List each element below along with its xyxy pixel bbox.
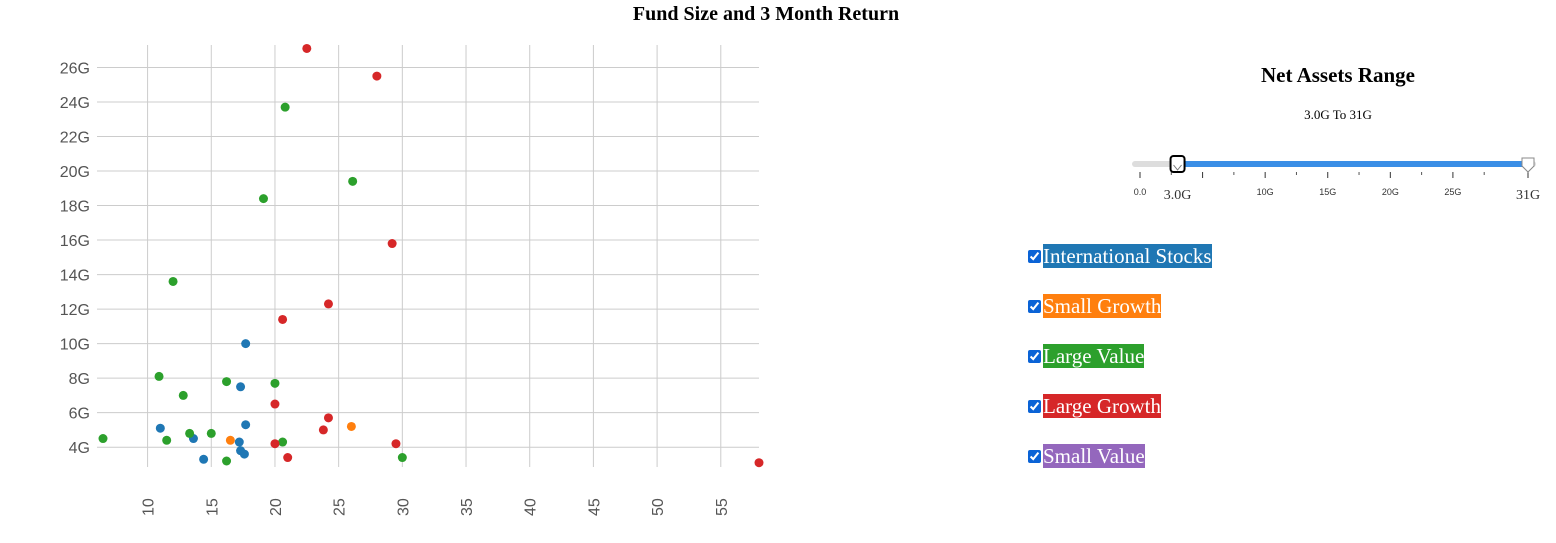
legend-checkbox[interactable] [1028,299,1041,313]
data-point [278,314,288,324]
data-point [318,425,328,435]
y-tick-label: 16G [60,233,90,250]
data-point [397,453,407,463]
legend-checkbox[interactable] [1028,349,1041,363]
x-tick-label: 55 [714,498,731,516]
data-point [239,449,249,459]
slider-tick-label: 25G [1444,187,1461,197]
data-point [206,428,216,438]
y-tick-label: 24G [60,95,90,112]
y-tick-label: 12G [60,302,90,319]
data-point [323,299,333,309]
data-point [154,371,164,381]
slider-range-fill [1177,161,1528,167]
x-tick-label: 10 [141,498,158,516]
slider-low-label: 3.0G [1164,188,1192,203]
x-tick-label: 30 [395,498,412,516]
legend-label[interactable]: Small Value [1043,444,1145,468]
scatter-chart: 10 15 20 25 30 35 40 45 50 55 4G 6G 8G 10G 12G 14G 16G 18… [60,43,764,516]
y-tick-label: 18G [60,199,90,216]
legend-checkbox[interactable] [1028,399,1041,413]
data-point [280,102,290,112]
y-tick-label: 6G [69,406,90,423]
y-tick-label: 4G [69,440,90,457]
legend-item[interactable]: Small Growth [1028,294,1162,318]
legend-label[interactable]: International Stocks [1043,244,1212,268]
legend-item[interactable]: International Stocks [1028,244,1212,268]
points [98,43,764,468]
data-point [178,390,188,400]
data-point [225,435,235,445]
y-tick-label: 14G [60,268,90,285]
data-point [234,437,244,447]
slider-tick-label: 20G [1382,187,1399,197]
data-point [391,439,401,449]
legend-checkbox[interactable] [1028,449,1041,463]
data-point [283,453,293,463]
data-point [754,458,764,468]
data-point [168,276,178,286]
y-tick-label: 8G [69,371,90,388]
legend-label[interactable]: Small Growth [1043,294,1162,318]
data-point [258,194,268,204]
legend-label[interactable]: Large Growth [1043,394,1161,418]
y-tick-label: 10G [60,337,90,354]
data-point [278,437,288,447]
legend-checkbox[interactable] [1028,249,1041,263]
data-point [348,176,358,186]
data-point [199,454,209,464]
data-point [302,43,312,53]
data-point [270,399,280,409]
x-tick-label: 25 [332,498,349,516]
chart-title: Fund Size and 3 Month Return [632,3,900,25]
slider-tick-label: 15G [1319,187,1336,197]
data-point [236,382,246,392]
legend-item[interactable]: Small Value [1028,444,1145,468]
data-point [372,71,382,81]
x-tick-label: 45 [586,498,603,516]
data-point [323,413,333,423]
x-tick-label: 35 [459,498,476,516]
slider-high-handle[interactable] [1521,157,1535,173]
y-tick-label: 22G [60,129,90,146]
grid [97,45,759,467]
x-tick-label: 20 [268,498,285,516]
y-tick-label: 26G [60,60,90,77]
y-tick-label: 20G [60,164,90,181]
net-assets-slider[interactable]: 0.0 10G 15G 20G 25G 3.0G 31G [1020,150,1556,210]
slider-tick-label: 10G [1257,187,1274,197]
x-tick-label: 50 [650,498,667,516]
x-tick-label: 40 [523,498,540,516]
data-point [155,423,165,433]
net-assets-panel: Net Assets Range 3.0G To 31G 0.0 10G 15G 20… [1020,0,1556,543]
data-point [241,339,251,349]
data-point [162,435,172,445]
data-point [98,434,108,444]
x-tick-label: 15 [204,498,221,516]
slider-high-label: 31G [1516,188,1540,203]
legend-label[interactable]: Large Value [1043,344,1145,368]
data-point [241,420,251,430]
range-readout: 3.0G To 31G [1304,107,1372,122]
data-point [185,428,195,438]
data-point [222,456,232,466]
slider-tick-label: 0.0 [1134,187,1147,197]
data-point [270,439,280,449]
slider-low-handle[interactable] [1169,155,1186,173]
data-point [222,377,232,387]
legend-item[interactable]: Large Value [1028,344,1145,368]
legend-item[interactable]: Large Growth [1028,394,1161,418]
data-point [346,421,356,431]
data-point [270,378,280,388]
range-title: Net Assets Range [1261,63,1415,87]
data-point [387,239,397,249]
